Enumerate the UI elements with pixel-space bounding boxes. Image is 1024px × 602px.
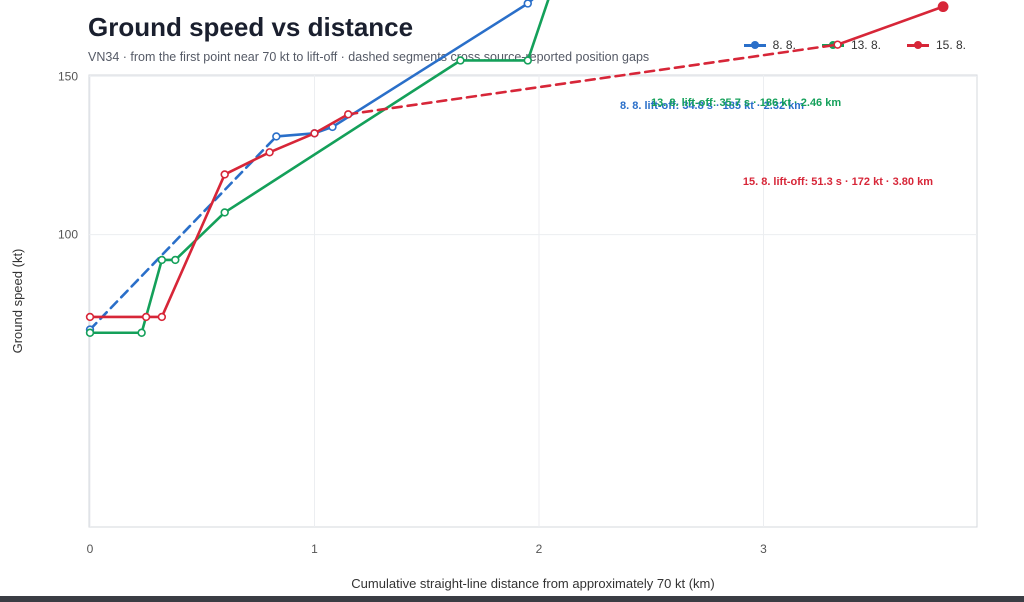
lift-off-annotation: 15. 8. lift-off: 51.3 s · 172 kt · 3.80 …	[743, 176, 933, 188]
data-point	[272, 132, 281, 141]
y-axis-label: Ground speed (kt)	[10, 249, 25, 354]
series-line-segment	[140, 258, 164, 335]
bottom-edge-bar	[0, 596, 1024, 602]
x-axis-label: Cumulative straight-line distance from a…	[351, 576, 714, 591]
data-point	[265, 148, 274, 157]
legend-swatch	[743, 40, 766, 50]
lift-off-annotation: 8. 8. lift-off: 34.8 s · 185 kt · 2.32 k…	[620, 100, 804, 112]
data-point	[310, 129, 319, 138]
series-line-segment	[174, 211, 226, 262]
legend-item-series-1[interactable]: 8. 8.	[743, 38, 796, 52]
series-line-segment	[275, 131, 316, 138]
plot-frame	[88, 74, 978, 528]
data-point	[833, 40, 842, 49]
y-tick-label: 150	[58, 69, 78, 83]
lift-off-point	[937, 1, 949, 13]
data-point	[85, 328, 95, 337]
series-gap-segment	[346, 43, 839, 116]
x-tick-label: 1	[311, 542, 318, 556]
legend-item-series-3[interactable]: 15. 8.	[906, 38, 966, 52]
data-point	[220, 170, 229, 179]
y-tick-label: 100	[58, 228, 78, 242]
data-point	[157, 255, 167, 265]
data-point	[141, 312, 151, 322]
axis-ticks: 0 1 2 3 100 150	[58, 69, 767, 556]
data-point	[523, 0, 532, 8]
legend-label: 8. 8.	[772, 38, 796, 52]
data-point	[220, 208, 229, 217]
series-2	[85, 0, 550, 337]
data-point	[523, 56, 532, 65]
series-line-segment	[836, 5, 945, 46]
legend: 8. 8. 13. 8. 15. 8.	[743, 38, 966, 52]
legend-swatch	[906, 40, 929, 50]
legend-label: 13. 8.	[850, 38, 881, 52]
data-point	[456, 56, 465, 65]
data-point	[137, 328, 146, 337]
series-line-segment	[160, 173, 226, 319]
annotations: 8. 8. lift-off: 34.8 s · 185 kt · 2.32 k…	[620, 97, 933, 188]
grid	[89, 75, 977, 527]
series-3	[85, 1, 949, 322]
x-tick-label: 3	[760, 542, 767, 556]
series-line-segment	[223, 150, 271, 176]
legend-label: 15. 8.	[935, 38, 966, 52]
series-line-segment	[526, 0, 550, 62]
x-tick-label: 0	[87, 542, 94, 556]
series-1	[85, 0, 534, 334]
data-point	[157, 312, 167, 322]
data-point	[85, 312, 95, 322]
data-point	[171, 255, 180, 265]
series-line-segment	[313, 112, 350, 135]
x-tick-label: 2	[536, 542, 543, 556]
series-line-segment	[268, 131, 316, 154]
series-layer	[85, 0, 949, 337]
chart-title: Ground speed vs distance	[88, 12, 414, 42]
lift-off-annotation: 13. 8. lift-off: 35.7 s · 186 kt · 2.46 …	[651, 97, 841, 109]
series-line-segment	[223, 59, 462, 214]
series-line-segment	[331, 2, 530, 129]
data-point	[343, 110, 353, 119]
series-gap-segment	[88, 135, 278, 331]
